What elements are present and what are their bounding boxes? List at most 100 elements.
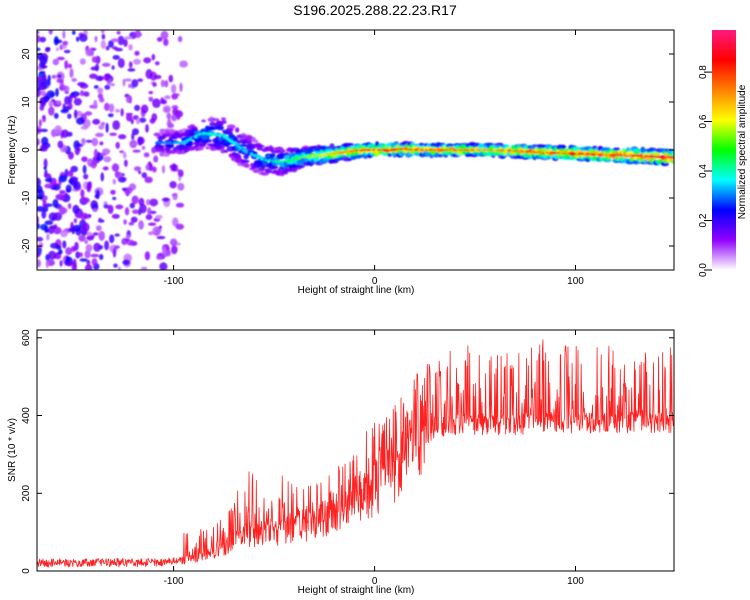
noise-speckle [108, 103, 115, 113]
noise-speckle [74, 241, 79, 251]
noise-speckle [140, 266, 148, 270]
noise-speckle [111, 38, 119, 43]
spectrogram-x-tick-label: 0 [372, 276, 378, 287]
ridge-blob [254, 140, 259, 143]
noise-speckle [148, 91, 153, 95]
ridge-blob [211, 118, 220, 122]
ridge-blob [418, 142, 425, 146]
noise-speckle [118, 134, 127, 140]
noise-speckle [69, 68, 74, 79]
noise-speckle [99, 254, 104, 260]
noise-speckle [171, 84, 177, 94]
noise-speckle [95, 225, 102, 232]
noise-speckle [48, 212, 58, 222]
noise-speckle [166, 112, 172, 120]
noise-speckle [59, 190, 66, 195]
ridge-blob [313, 158, 319, 162]
noise-speckle [95, 189, 101, 200]
noise-speckle [112, 120, 121, 130]
snr-x-tick-label: 100 [567, 576, 584, 587]
noise-speckle [48, 225, 55, 235]
noise-speckle [37, 138, 40, 146]
noise-speckle [161, 197, 170, 202]
noise-speckle [41, 209, 47, 219]
noise-speckle [109, 132, 117, 136]
noise-speckle [58, 207, 68, 214]
noise-speckle [123, 38, 128, 48]
ridge-blob [641, 148, 647, 153]
ridge-blob [235, 127, 240, 133]
noise-speckle [68, 94, 73, 104]
noise-speckle [112, 46, 118, 50]
noise-speckle [112, 196, 117, 201]
ridge-blob [252, 151, 258, 156]
noise-speckle [144, 176, 153, 183]
noise-speckle [37, 222, 40, 230]
noise-speckle [88, 214, 92, 218]
noise-speckle [125, 96, 132, 103]
noise-speckle [37, 177, 41, 187]
noise-speckle [86, 183, 92, 193]
noise-speckle [82, 164, 87, 174]
noise-speckle [91, 137, 99, 147]
ridge-blob [434, 152, 439, 158]
noise-speckle [95, 132, 104, 138]
noise-speckle [177, 169, 184, 178]
noise-speckle [49, 92, 55, 97]
noise-speckle [50, 177, 57, 187]
noise-speckle [128, 61, 133, 68]
noise-speckle [138, 170, 142, 175]
noise-speckle [71, 262, 77, 270]
ridge-blob [224, 143, 230, 147]
noise-speckle [62, 240, 67, 249]
noise-speckle [145, 214, 153, 221]
noise-speckle [100, 122, 106, 126]
noise-speckle [93, 85, 99, 89]
noise-speckle [45, 47, 51, 52]
noise-speckle [117, 266, 121, 270]
spectrogram-x-tick-label: -100 [164, 276, 184, 287]
noise-speckle [81, 138, 86, 146]
noise-speckle [73, 109, 78, 119]
ridge-blob [208, 126, 218, 131]
noise-speckle [72, 204, 80, 214]
noise-speckle [85, 48, 94, 57]
noise-speckle [73, 98, 82, 106]
noise-speckle [152, 98, 161, 108]
spectrogram-y-tick-label: -20 [21, 238, 32, 253]
noise-speckle [79, 90, 85, 97]
ridge-blob [561, 144, 566, 149]
ridge-blob [243, 154, 249, 160]
noise-speckle [40, 128, 48, 133]
noise-speckle [40, 223, 48, 231]
noise-speckle [84, 240, 88, 244]
noise-speckle [148, 96, 154, 102]
noise-speckle [42, 199, 47, 209]
noise-speckle [128, 83, 132, 88]
ridge-blob [204, 138, 212, 143]
noise-speckle [81, 156, 88, 162]
snr-x-tick-label: 0 [372, 576, 378, 587]
snr-x-label: Height of straight line (km) [298, 585, 415, 596]
noise-speckle [125, 112, 134, 116]
noise-speckle [137, 78, 144, 82]
noise-speckle [71, 78, 77, 82]
noise-speckle [175, 202, 185, 208]
ridge-blob [283, 170, 289, 175]
noise-speckle [161, 246, 167, 255]
noise-speckle [159, 262, 168, 270]
noise-speckle [41, 136, 49, 146]
noise-speckle [130, 216, 138, 223]
noise-speckle [98, 230, 105, 241]
noise-speckle [99, 97, 105, 103]
ridge-blob [671, 158, 674, 162]
noise-speckle [37, 236, 44, 242]
noise-speckle [132, 128, 139, 136]
noise-speckle [172, 163, 176, 172]
noise-speckle [53, 112, 59, 119]
noise-speckle [158, 225, 162, 229]
noise-speckle [82, 222, 90, 232]
ridge-blob [265, 169, 273, 174]
noise-speckle [98, 124, 105, 130]
noise-speckle [90, 253, 100, 258]
